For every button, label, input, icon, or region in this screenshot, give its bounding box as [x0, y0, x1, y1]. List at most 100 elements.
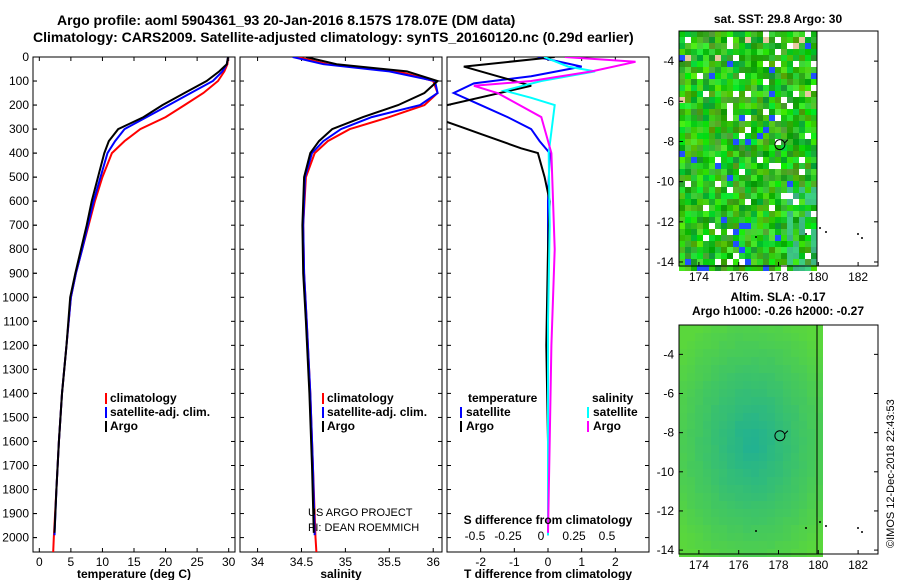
- sst-map-cell: [805, 61, 811, 67]
- sst-map-cell: [781, 85, 787, 91]
- sst-map-cell: [751, 205, 757, 211]
- sst-map-cell: [709, 115, 715, 121]
- sst-map-cell: [799, 49, 805, 55]
- sst-map-xtick-label: 180: [808, 270, 828, 284]
- sla-map-cell: [799, 437, 807, 445]
- sla-map-cell: [679, 333, 687, 341]
- sst-map-cell: [727, 37, 733, 43]
- sla-map-cell: [727, 333, 735, 341]
- sla-map-cell: [679, 477, 687, 485]
- sla-map-cell: [727, 397, 735, 405]
- temperature-profile-xtick-label: 15: [127, 555, 141, 569]
- sst-map-cell: [763, 229, 769, 235]
- sla-map-cell: [759, 501, 767, 509]
- temperature-profile-legend-label: satellite-adj. clim.: [110, 405, 210, 419]
- sla-map-cell: [695, 445, 703, 453]
- sst-map-cell: [811, 151, 817, 157]
- sla-map-cell: [735, 413, 743, 421]
- sst-map-cell: [733, 229, 739, 235]
- sst-map-cell: [721, 247, 727, 253]
- sst-map-cell: [727, 241, 733, 247]
- sst-map-cell: [775, 163, 781, 169]
- sst-map-cell: [787, 43, 793, 49]
- sst-map-cell: [769, 265, 775, 271]
- sla-map-cell: [815, 533, 823, 541]
- sst-map-cell: [751, 217, 757, 223]
- sst-map-cell: [715, 211, 721, 217]
- sst-map-cell: [787, 157, 793, 163]
- sst-map-cell: [685, 55, 691, 61]
- sla-map-cell: [695, 365, 703, 373]
- sst-map-cell: [757, 31, 763, 37]
- sst-map-cell: [799, 91, 805, 97]
- sst-map-cell: [757, 43, 763, 49]
- sst-map-cell: [799, 223, 805, 229]
- sst-map-cell: [721, 253, 727, 259]
- sla-map-cell: [759, 453, 767, 461]
- sst-map-cell: [721, 133, 727, 139]
- sla-map-cell: [735, 525, 743, 533]
- sst-map-cell: [685, 163, 691, 169]
- sla-map-cell: [783, 469, 791, 477]
- sla-map-cell: [751, 397, 759, 405]
- sla-map-cell: [791, 453, 799, 461]
- sst-map-cell: [679, 241, 685, 247]
- sla-map-cell: [703, 357, 711, 365]
- salinity-profile-series-climatology: [296, 57, 439, 552]
- sla-map-cell: [743, 365, 751, 373]
- sst-map-cell: [679, 97, 685, 103]
- sst-map-cell: [739, 181, 745, 187]
- sla-map-cell: [751, 469, 759, 477]
- sla-map-cell: [799, 381, 807, 389]
- sst-map-cell: [679, 61, 685, 67]
- sst-map-cell: [799, 127, 805, 133]
- sst-map-cell: [787, 97, 793, 103]
- sst-map-cell: [679, 79, 685, 85]
- sst-map-cell: [793, 163, 799, 169]
- sla-map-cell: [791, 421, 799, 429]
- difference-profile-xtick-label: 1: [578, 555, 585, 569]
- sst-map-cell: [727, 163, 733, 169]
- sst-map-cell: [775, 169, 781, 175]
- sst-map-cell: [769, 121, 775, 127]
- sla-map-cell: [719, 437, 727, 445]
- sla-map-cell: [687, 333, 695, 341]
- sst-map-cell: [721, 31, 727, 37]
- sla-map-cell: [751, 477, 759, 485]
- sst-map-cell: [757, 181, 763, 187]
- sst-map-cell: [787, 109, 793, 115]
- sla-map-cell: [775, 501, 783, 509]
- sla-map-cell: [807, 477, 815, 485]
- sst-map-cell: [811, 139, 817, 145]
- sst-map-cell: [757, 247, 763, 253]
- sst-map-cell: [775, 193, 781, 199]
- sst-map-cell: [775, 253, 781, 259]
- sla-map-cell: [735, 421, 743, 429]
- sst-map-cell: [721, 115, 727, 121]
- sla-map-cell: [783, 485, 791, 493]
- sst-map-cell: [745, 145, 751, 151]
- sla-map-cell: [767, 325, 775, 333]
- sst-map-cell: [721, 235, 727, 241]
- sst-map-cell: [805, 73, 811, 79]
- sla-map-cell: [759, 549, 767, 557]
- sla-map-cell: [679, 541, 687, 549]
- sst-map-cell: [703, 265, 709, 271]
- sst-map-cell: [709, 253, 715, 259]
- sst-map-cell: [691, 121, 697, 127]
- sla-map-cell: [679, 397, 687, 405]
- sst-map-cell: [679, 145, 685, 151]
- sla-map-cell: [767, 333, 775, 341]
- sla-map-cell: [807, 389, 815, 397]
- sst-map-cell: [745, 55, 751, 61]
- sst-map-cell: [757, 61, 763, 67]
- sst-map-cell: [781, 31, 787, 37]
- sla-map-cell: [791, 525, 799, 533]
- sst-map-argo-tick: [784, 139, 789, 143]
- sla-map-cell: [775, 461, 783, 469]
- sst-map-cell: [679, 175, 685, 181]
- sst-map-cell: [703, 73, 709, 79]
- sla-map-cell: [783, 373, 791, 381]
- sst-map-cell: [745, 127, 751, 133]
- sla-map-cell: [687, 429, 695, 437]
